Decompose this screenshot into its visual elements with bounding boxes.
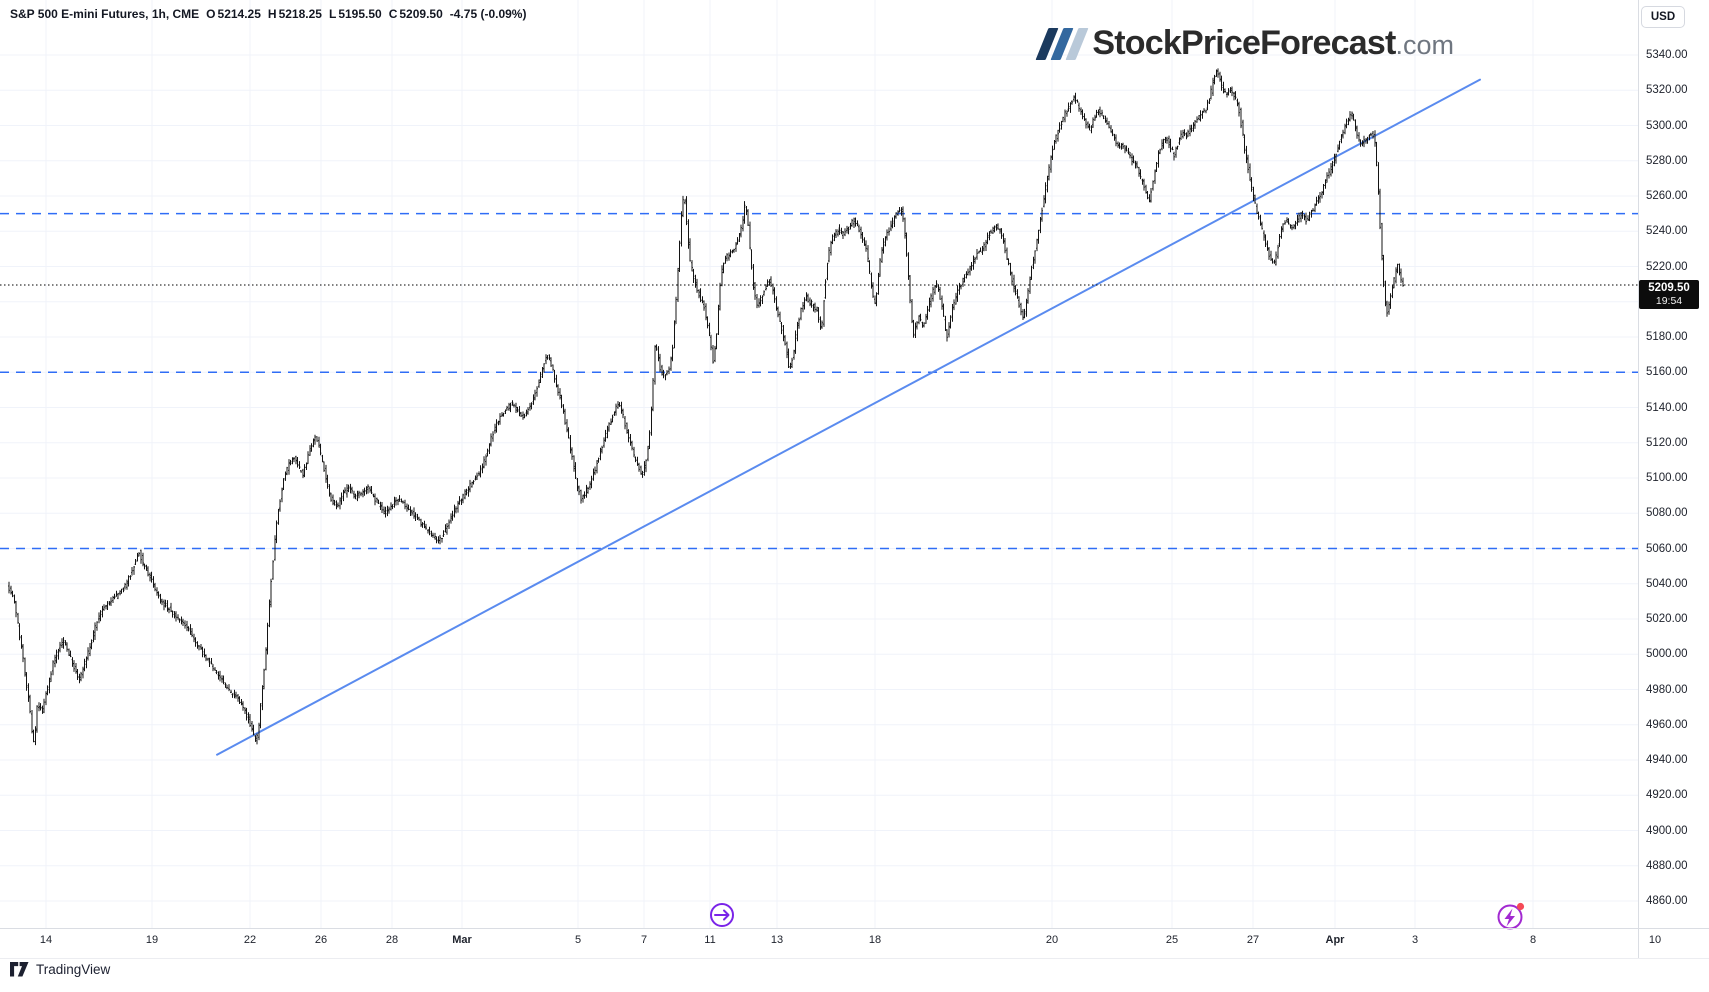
price-axis-label: 4920.00 — [1646, 789, 1688, 802]
time-axis-label: 7 — [640, 934, 648, 946]
low-value: L 5195.50 — [328, 7, 382, 21]
time-axis-label: 13 — [770, 934, 784, 946]
price-axis-label: 5140.00 — [1646, 401, 1688, 414]
time-axis-label: 20 — [1045, 934, 1059, 946]
price-axis-label: 5100.00 — [1646, 472, 1688, 484]
scroll-to-recent-icon[interactable] — [710, 903, 734, 927]
time-axis-label: 5 — [574, 934, 582, 946]
time-axis-label: Apr — [1325, 934, 1345, 946]
trend-line[interactable] — [216, 78, 1481, 756]
currency-toggle-button[interactable]: USD — [1641, 6, 1685, 28]
symbol-title: S&P 500 E-mini Futures, 1h, CME — [10, 7, 200, 21]
notification-dot — [1516, 902, 1525, 911]
time-axis-label: 19 — [145, 934, 159, 946]
time-axis-label: 22 — [243, 934, 257, 946]
time-axis-label: 25 — [1165, 934, 1179, 946]
change-value: -4.75 (-0.09%) — [449, 7, 527, 21]
price-axis-label: 5280.00 — [1646, 154, 1688, 167]
time-axis-label: 14 — [39, 934, 53, 946]
footer-border — [0, 958, 1709, 959]
last-price-value: 5209.50 — [1648, 282, 1690, 294]
price-candles — [8, 68, 1404, 746]
tradingview-label: TradingView — [36, 962, 111, 977]
tradingview-logo-icon — [10, 962, 29, 977]
time-axis-label: 8 — [1529, 934, 1537, 946]
price-axis-label: 4860.00 — [1646, 895, 1688, 907]
time-axis-label: 11 — [704, 934, 716, 946]
price-axis-label: 5240.00 — [1646, 225, 1688, 238]
logo-suffix: .com — [1395, 30, 1454, 60]
price-axis-label: 5300.00 — [1646, 119, 1688, 132]
stockpriceforecast-logo: StockPriceForecast.com — [1035, 24, 1454, 63]
close-value: C 5209.50 — [388, 7, 443, 21]
symbol-info-bar[interactable]: S&P 500 E-mini Futures, 1h, CME O 5214.25… — [10, 7, 526, 21]
price-axis-label: 4980.00 — [1646, 683, 1688, 696]
time-axis-label: 3 — [1411, 934, 1419, 946]
price-axis-label: 5120.00 — [1646, 436, 1688, 449]
price-axis-label: 5000.00 — [1646, 648, 1688, 661]
time-axis-label: 27 — [1246, 934, 1260, 946]
last-price-tag: 5209.50 19:54 — [1639, 280, 1699, 309]
price-axis-label: 5220.00 — [1646, 260, 1688, 273]
lightning-icon[interactable] — [1497, 902, 1525, 930]
price-axis-label: 5180.00 — [1646, 331, 1688, 343]
time-axis-border — [0, 928, 1709, 929]
time-axis-label: 28 — [385, 934, 399, 946]
time-axis-label: Mar — [452, 934, 472, 946]
time-axis-label: 10 — [1648, 934, 1662, 946]
tradingview-attribution[interactable]: TradingView — [10, 962, 110, 977]
bar-countdown: 19:54 — [1655, 295, 1683, 307]
logo-text: StockPriceForecast.com — [1092, 24, 1454, 62]
price-axis-label: 4940.00 — [1646, 754, 1688, 766]
price-axis-label: 5260.00 — [1646, 190, 1688, 202]
price-axis-label: 5040.00 — [1646, 577, 1688, 590]
high-value: H 5218.25 — [267, 7, 322, 21]
price-axis-label: 5020.00 — [1646, 613, 1688, 625]
time-axis-label: 18 — [868, 934, 882, 946]
price-axis-label: 5160.00 — [1646, 366, 1688, 379]
price-axis-label: 5340.00 — [1646, 49, 1688, 61]
price-axis-label: 4900.00 — [1646, 824, 1688, 837]
price-axis-border — [1638, 0, 1639, 958]
price-axis-label: 5060.00 — [1646, 542, 1688, 555]
price-axis-label: 5080.00 — [1646, 507, 1688, 520]
price-axis-label: 4960.00 — [1646, 718, 1688, 731]
open-value: O 5214.25 — [206, 7, 261, 21]
time-axis-label: 26 — [314, 934, 328, 946]
logo-slashes-icon — [1035, 27, 1089, 60]
price-axis-label: 5320.00 — [1646, 84, 1688, 97]
price-axis-label: 4880.00 — [1646, 859, 1688, 872]
